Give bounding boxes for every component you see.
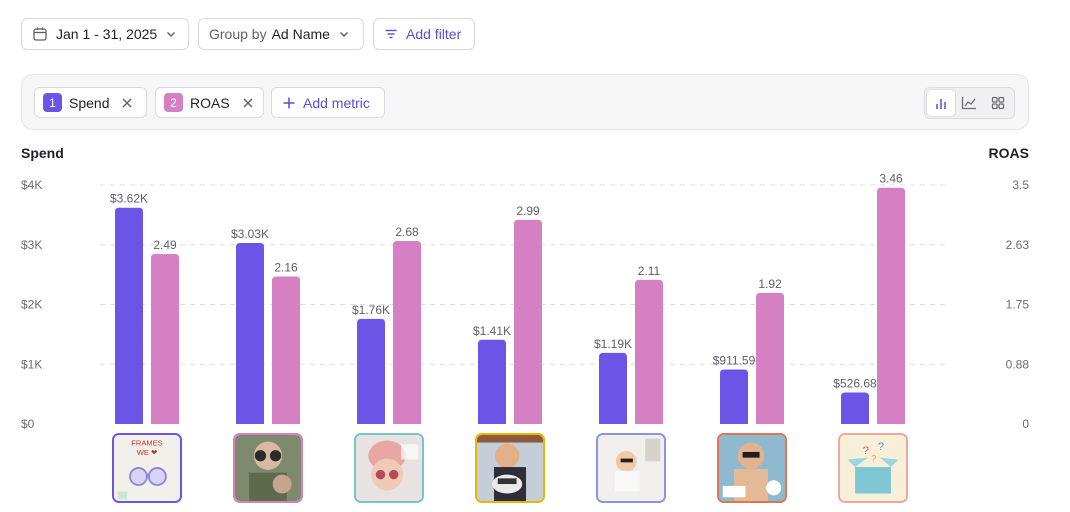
bar-spend: [720, 369, 748, 424]
ad-thumbnail-gift-box[interactable]: ? ? ?: [838, 433, 908, 503]
bar-value-label: $1.41K: [473, 324, 511, 338]
bar-spend: [357, 318, 385, 424]
bar-spend: [115, 207, 143, 424]
bar-value-label: 2.11: [638, 264, 661, 278]
date-range-label: Jan 1 - 31, 2025: [56, 26, 158, 42]
add-filter-button[interactable]: Add filter: [373, 18, 475, 50]
bar-roas: [635, 279, 663, 424]
ad-thumbnail-frames-we-love[interactable]: FRAMES WE ❤: [112, 433, 182, 503]
bar-roas: [756, 292, 784, 424]
left-axis-tick-label: $3K: [21, 238, 42, 252]
bar-value-label: $3.62K: [110, 192, 148, 206]
chevron-down-icon: [339, 32, 348, 37]
ad-creative-image: ? ? ?: [840, 435, 906, 501]
calendar-icon: [33, 27, 47, 41]
right-axis-tick-label: 0.88: [1006, 357, 1030, 371]
bar-spend: [478, 339, 506, 424]
bar-value-label: 2.16: [274, 261, 298, 275]
date-range-picker[interactable]: Jan 1 - 31, 2025: [21, 18, 189, 50]
bar-roas: [272, 276, 300, 424]
bar-value-label: 2.68: [395, 225, 419, 239]
bar-roas: [514, 219, 542, 424]
svg-text:?: ?: [863, 445, 869, 457]
right-axis-tick-label: 2.63: [1006, 238, 1030, 252]
bar-spend: [841, 392, 869, 424]
bar-value-label: $526.68: [833, 377, 877, 391]
close-icon[interactable]: [242, 97, 254, 109]
left-axis-tick-label: $2K: [21, 298, 42, 312]
svg-text:?: ?: [871, 452, 876, 463]
ad-thumbnail-pink-hat-baby[interactable]: [354, 433, 424, 503]
ad-creative-image: [598, 435, 664, 501]
metric-chip-spend[interactable]: 1 Spend: [34, 87, 147, 118]
bar-value-label: 2.99: [516, 204, 540, 218]
right-axis-tick-label: 0: [1022, 417, 1029, 431]
left-axis-tick-label: $1K: [21, 357, 42, 371]
ad-thumbnail-round-sunglasses[interactable]: [233, 433, 303, 503]
grid-icon[interactable]: [984, 90, 1012, 116]
bar-value-label: $1.19K: [594, 337, 632, 351]
svg-text:?: ?: [878, 441, 884, 453]
metric-chip-label: Spend: [69, 94, 110, 111]
ad-thumbnail-beach-baby[interactable]: [717, 433, 787, 503]
bar-roas: [151, 253, 179, 424]
add-metric-label: Add metric: [303, 94, 370, 111]
bar-spend: [599, 352, 627, 424]
line-chart-icon[interactable]: [955, 90, 983, 116]
bar-value-label: 1.92: [758, 277, 782, 291]
bar-value-label: 3.46: [879, 172, 903, 186]
svg-text:WE ❤: WE ❤: [137, 448, 158, 457]
right-axis-title: ROAS: [988, 145, 1029, 161]
right-axis-tick-label: 3.5: [1012, 178, 1029, 192]
metric-index-badge: 1: [43, 93, 62, 112]
add-metric-button[interactable]: Add metric: [271, 87, 385, 118]
group-by-prefix: Group by: [209, 26, 267, 42]
right-axis-tick-label: 1.75: [1006, 298, 1030, 312]
ad-creative-image: [356, 435, 422, 501]
bar-spend: [236, 242, 264, 424]
group-by-value: Ad Name: [271, 26, 330, 42]
toolbar: Jan 1 - 31, 2025 Group by Ad Name Add fi…: [21, 18, 475, 50]
bar-chart-icon[interactable]: [927, 90, 956, 116]
group-by-dropdown[interactable]: Group by Ad Name: [198, 18, 364, 50]
ad-creative-image: FRAMES WE ❤: [114, 435, 180, 501]
ad-thumbnail-toddler-room[interactable]: [596, 433, 666, 503]
close-icon[interactable]: [121, 97, 133, 109]
bar-value-label: $1.76K: [352, 303, 390, 317]
ad-creative-image: [477, 435, 543, 501]
svg-text:FRAMES: FRAMES: [131, 438, 162, 447]
plus-icon: [283, 97, 295, 108]
add-filter-label: Add filter: [406, 26, 462, 42]
metric-chip-label: ROAS: [190, 94, 230, 111]
metric-index-badge: 2: [164, 93, 183, 112]
chevron-down-icon: [167, 32, 176, 37]
chart-view-toggle: [924, 87, 1015, 119]
left-axis-title: Spend: [21, 145, 64, 161]
ad-creative-image: [235, 435, 301, 501]
ad-creative-image: [719, 435, 785, 501]
bar-roas: [877, 187, 905, 424]
bar-roas: [393, 240, 421, 424]
bar-value-label: 2.49: [153, 238, 177, 252]
bar-value-label: $911.59: [713, 354, 756, 368]
filter-icon: [385, 29, 397, 39]
bar-value-label: $3.03K: [231, 227, 269, 241]
left-axis-tick-label: $0: [21, 417, 35, 431]
left-axis-tick-label: $4K: [21, 178, 42, 192]
metric-panel: 1 Spend 2 ROAS Add metric: [21, 74, 1029, 130]
metric-chip-roas[interactable]: 2 ROAS: [155, 87, 264, 118]
ad-thumbnail-snow-family[interactable]: [475, 433, 545, 503]
